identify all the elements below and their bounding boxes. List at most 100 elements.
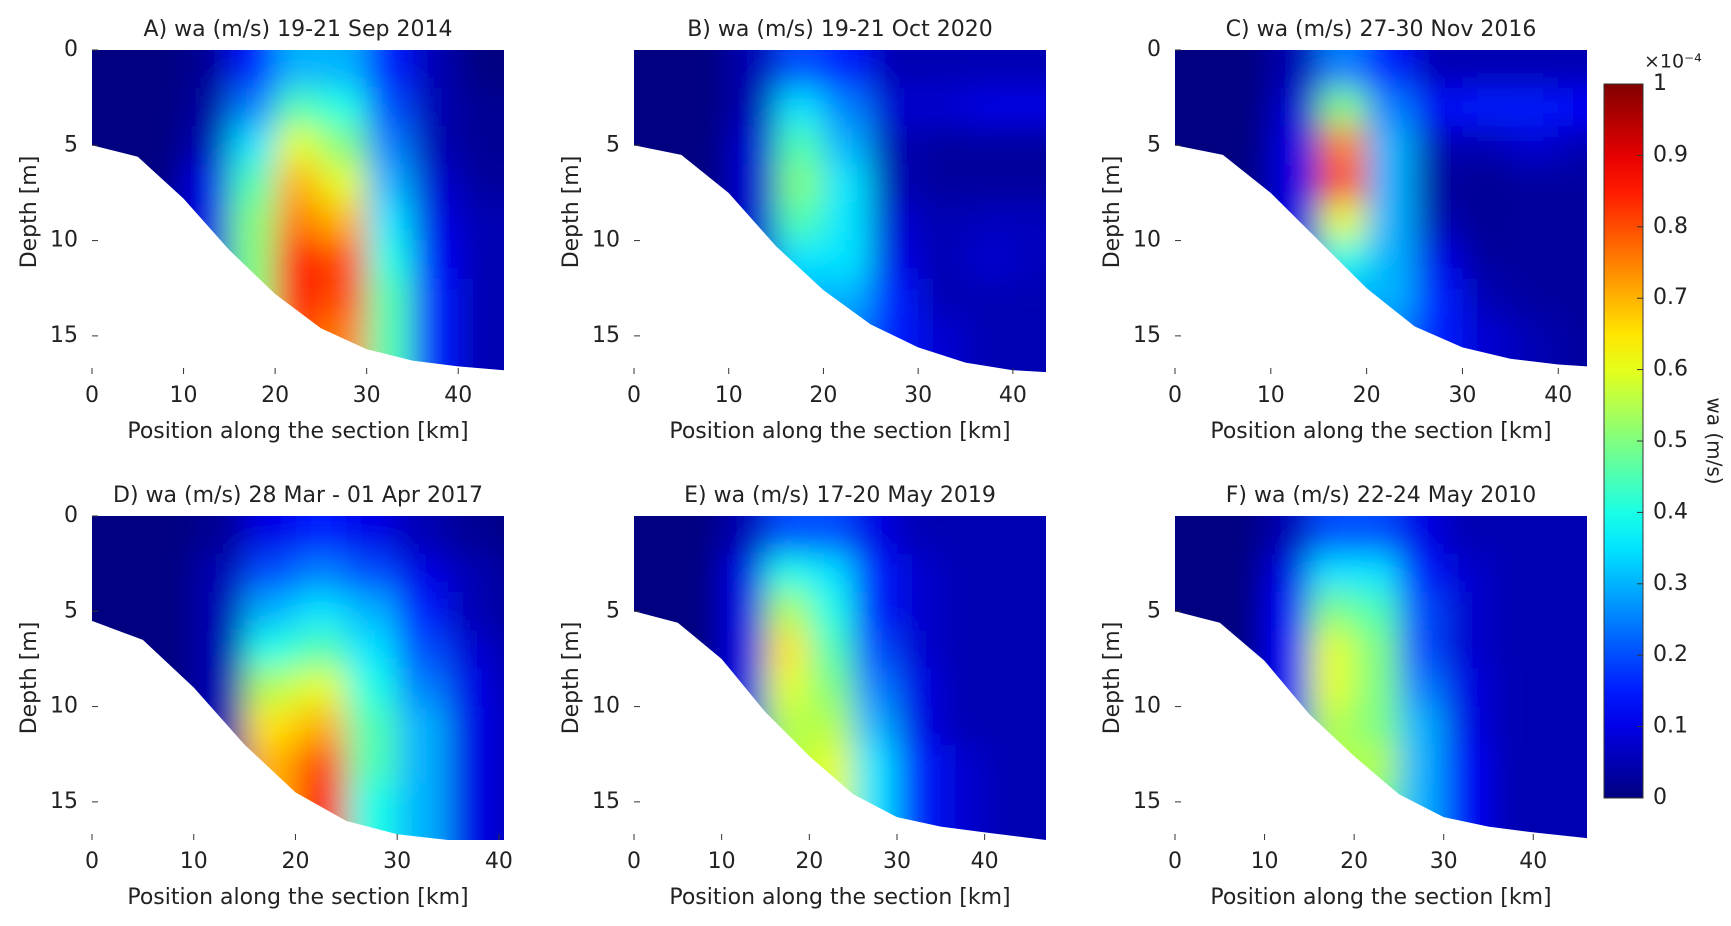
y-tick-label: 10 (592, 228, 620, 253)
field-cell (320, 240, 368, 280)
field-cell (681, 126, 730, 165)
x-tick-label: 10 (708, 849, 736, 874)
field-cell (1558, 202, 1587, 242)
field-cell (1175, 554, 1221, 593)
y-tick-label: 5 (606, 132, 620, 157)
field-cell (1533, 554, 1587, 593)
field-cell (397, 516, 449, 555)
field-cell (896, 706, 942, 746)
field-cell (1175, 88, 1224, 127)
field-cell (448, 630, 500, 669)
y-tick-label: 5 (1147, 132, 1161, 157)
field-cell (721, 630, 766, 669)
field-cell (1012, 202, 1046, 242)
panel-field (92, 50, 504, 374)
y-axis-label: Depth [m] (559, 156, 584, 269)
field-cell (870, 126, 919, 165)
field-cell (1398, 668, 1445, 708)
field-cell (896, 554, 942, 593)
field-cell (1366, 240, 1416, 280)
field-cell (1510, 88, 1559, 127)
x-axis-label: Position along the section [km] (127, 419, 468, 444)
seabed-mask (92, 145, 504, 374)
field-cell (1443, 630, 1489, 669)
x-tick-label: 0 (1168, 849, 1182, 874)
field-cell (965, 164, 1014, 203)
field-cell (1366, 88, 1416, 127)
field-cell (1366, 202, 1416, 242)
field-cell (1462, 50, 1511, 89)
field-cell (965, 240, 1014, 280)
field-cell (448, 744, 500, 784)
field-cell (823, 50, 872, 89)
field-cell (853, 554, 898, 593)
x-axis-label: Position along the section [km] (127, 885, 468, 910)
field-cell (984, 668, 1046, 708)
field-cell (458, 164, 504, 203)
y-axis-label: Depth [m] (1100, 622, 1125, 735)
field-cell (721, 592, 766, 631)
field-cell (896, 630, 942, 669)
field-cell (765, 592, 810, 631)
panel-title: B) wa (m/s) 19-21 Oct 2020 (687, 17, 993, 42)
field-cell (397, 744, 449, 784)
field-cell (244, 516, 296, 555)
field-cell (1462, 164, 1511, 203)
field-cell (366, 316, 413, 374)
field-cell (320, 88, 368, 127)
field-cell (346, 782, 398, 840)
field-cell (1443, 516, 1489, 555)
field-cell (1354, 668, 1400, 708)
field-cell (1462, 88, 1511, 127)
field-cell (965, 278, 1014, 318)
field-cell (346, 744, 398, 784)
field-cell (870, 278, 919, 318)
field-cell (1443, 782, 1489, 840)
y-tick-label: 15 (1133, 323, 1161, 348)
field-cell (1510, 240, 1559, 280)
field-cell (918, 164, 966, 203)
field-cell (634, 88, 682, 127)
panel-title: D) wa (m/s) 28 Mar - 01 Apr 2017 (113, 483, 483, 508)
field-cell (1309, 554, 1355, 593)
field-cell (92, 88, 139, 127)
field-cell (1510, 202, 1559, 242)
y-tick-label: 0 (1147, 37, 1161, 62)
field-cell (1012, 240, 1046, 280)
field-cell (1510, 278, 1559, 318)
y-tick-label: 5 (606, 598, 620, 623)
field-cell (1558, 164, 1587, 203)
field-cell (366, 164, 413, 203)
x-tick-label: 30 (904, 383, 932, 408)
x-tick-label: 0 (627, 383, 641, 408)
field-cell (397, 706, 449, 746)
field-cell (765, 516, 810, 555)
x-tick-label: 40 (1519, 849, 1547, 874)
field-cell (183, 50, 230, 89)
field-cell (809, 516, 854, 555)
field-cell (498, 554, 504, 593)
field-cell (244, 706, 296, 746)
field-cell (1318, 88, 1368, 127)
field-cell (275, 50, 322, 89)
field-cell (1558, 278, 1587, 318)
field-cell (1558, 88, 1587, 127)
field-cell (92, 554, 144, 593)
field-cell (1462, 278, 1511, 318)
field-cell (458, 278, 504, 318)
field-cell (397, 554, 449, 593)
x-tick-label: 0 (85, 383, 99, 408)
field-cell (1533, 630, 1587, 669)
colorbar-tick-label: 0.4 (1653, 499, 1688, 524)
field-cell (940, 630, 986, 669)
field-cell (1354, 630, 1400, 669)
field-cell (412, 316, 459, 374)
field-cell (677, 516, 723, 555)
panel-field (92, 516, 504, 840)
field-cell (1012, 278, 1046, 318)
field-cell (823, 164, 872, 203)
field-cell (1488, 554, 1534, 593)
field-cell (776, 126, 824, 165)
x-tick-label: 30 (1430, 849, 1458, 874)
field-cell (1488, 592, 1534, 631)
